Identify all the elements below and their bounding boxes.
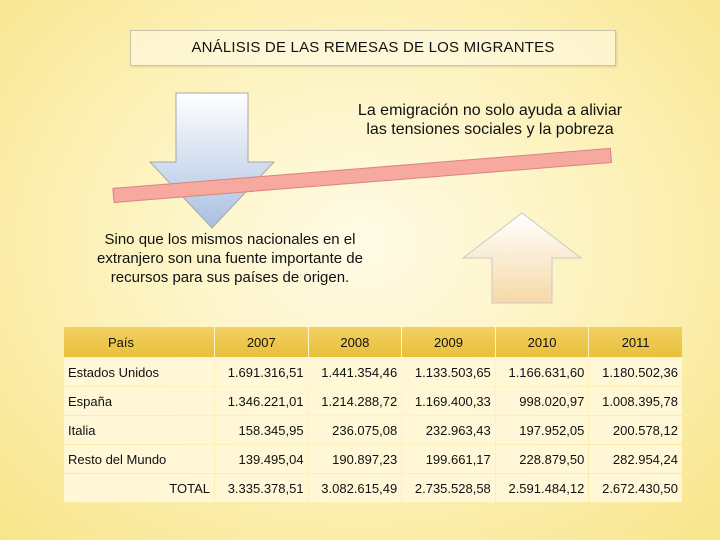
column-header-2008: 2008 — [308, 327, 402, 357]
value-cell: 1.133.503,65 — [402, 358, 495, 386]
column-header-country: País — [64, 327, 214, 357]
arrow-up-icon — [462, 212, 582, 304]
value-cell: 1.166.631,60 — [495, 358, 589, 386]
value-cell: 1.008.395,78 — [589, 387, 682, 415]
country-cell: Resto del Mundo — [64, 445, 214, 473]
total-value-cell: 2.672.430,50 — [589, 474, 682, 502]
value-cell: 139.495,04 — [215, 445, 308, 473]
table-row: España 1.346.221,01 1.214.288,72 1.169.4… — [64, 387, 682, 415]
country-cell: Italia — [64, 416, 214, 444]
value-cell: 1.169.400,33 — [402, 387, 495, 415]
value-cell: 236.075,08 — [308, 416, 402, 444]
value-cell: 190.897,23 — [308, 445, 402, 473]
value-cell: 1.441.354,46 — [308, 358, 402, 386]
column-header-2007: 2007 — [215, 327, 308, 357]
total-value-cell: 3.082.615,49 — [308, 474, 402, 502]
column-header-2010: 2010 — [495, 327, 589, 357]
arrow-down-icon — [148, 92, 276, 229]
country-cell: Estados Unidos — [64, 358, 214, 386]
value-cell: 199.661,17 — [402, 445, 495, 473]
value-cell: 200.578,12 — [589, 416, 682, 444]
column-header-2011: 2011 — [589, 327, 682, 357]
value-cell: 158.345,95 — [215, 416, 308, 444]
table-header-row: País 2007 2008 2009 2010 2011 — [64, 327, 682, 357]
value-cell: 1.346.221,01 — [215, 387, 308, 415]
value-cell: 197.952,05 — [495, 416, 589, 444]
table-row: Resto del Mundo 139.495,04 190.897,23 19… — [64, 445, 682, 473]
country-cell: España — [64, 387, 214, 415]
value-cell: 1.180.502,36 — [589, 358, 682, 386]
total-label: TOTAL — [64, 474, 214, 502]
emigration-text: La emigración no solo ayuda a aliviar la… — [357, 102, 623, 138]
total-value-cell: 3.335.378,51 — [215, 474, 308, 502]
page-title: ANÁLISIS DE LAS REMESAS DE LOS MIGRANTES — [130, 30, 616, 66]
nationals-text: Sino que los mismos nacionales en el ext… — [96, 231, 363, 286]
table-row: Italia 158.345,95 236.075,08 232.963,43 … — [64, 416, 682, 444]
column-header-2009: 2009 — [402, 327, 495, 357]
remittances-table: País 2007 2008 2009 2010 2011 Estados Un… — [63, 326, 683, 503]
value-cell: 998.020,97 — [495, 387, 589, 415]
value-cell: 1.691.316,51 — [215, 358, 308, 386]
value-cell: 232.963,43 — [402, 416, 495, 444]
total-value-cell: 2.591.484,12 — [495, 474, 589, 502]
value-cell: 1.214.288,72 — [308, 387, 402, 415]
total-value-cell: 2.735.528,58 — [402, 474, 495, 502]
table-total-row: TOTAL 3.335.378,51 3.082.615,49 2.735.52… — [64, 474, 682, 502]
table-row: Estados Unidos 1.691.316,51 1.441.354,46… — [64, 358, 682, 386]
value-cell: 228.879,50 — [495, 445, 589, 473]
value-cell: 282.954,24 — [589, 445, 682, 473]
